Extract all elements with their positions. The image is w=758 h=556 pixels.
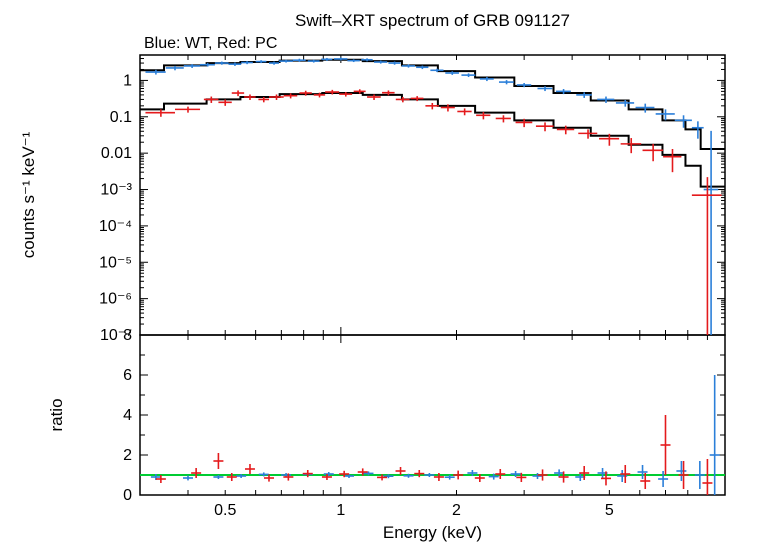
svg-text:4: 4 bbox=[123, 407, 132, 424]
plot-svg: Swift–XRT spectrum of GRB 091127 Blue: WT… bbox=[0, 0, 758, 556]
svg-text:10⁻⁴: 10⁻⁴ bbox=[99, 218, 132, 235]
spectrum-figure: Swift–XRT spectrum of GRB 091127 Blue: WT… bbox=[0, 0, 758, 556]
svg-text:2: 2 bbox=[452, 502, 461, 519]
xlabel: Energy (keV) bbox=[383, 523, 482, 542]
svg-text:5: 5 bbox=[605, 502, 614, 519]
chart-subtitle: Blue: WT, Red: PC bbox=[144, 35, 277, 52]
svg-text:0: 0 bbox=[123, 487, 132, 504]
svg-text:6: 6 bbox=[123, 367, 132, 384]
svg-text:10⁻⁵: 10⁻⁵ bbox=[99, 254, 132, 271]
ylabel-bottom: ratio bbox=[47, 398, 66, 431]
chart-title: Swift–XRT spectrum of GRB 091127 bbox=[295, 11, 570, 30]
svg-text:10⁻³: 10⁻³ bbox=[100, 182, 132, 199]
svg-text:0.1: 0.1 bbox=[110, 109, 132, 126]
svg-text:10⁻⁶: 10⁻⁶ bbox=[99, 291, 132, 308]
svg-text:0.5: 0.5 bbox=[214, 502, 236, 519]
svg-text:1: 1 bbox=[336, 502, 345, 519]
ylabel-top: counts s⁻¹ keV⁻¹ bbox=[19, 131, 38, 258]
svg-text:2: 2 bbox=[123, 447, 132, 464]
svg-text:1: 1 bbox=[123, 72, 132, 89]
svg-text:0.01: 0.01 bbox=[101, 145, 132, 162]
svg-text:8: 8 bbox=[123, 327, 132, 344]
